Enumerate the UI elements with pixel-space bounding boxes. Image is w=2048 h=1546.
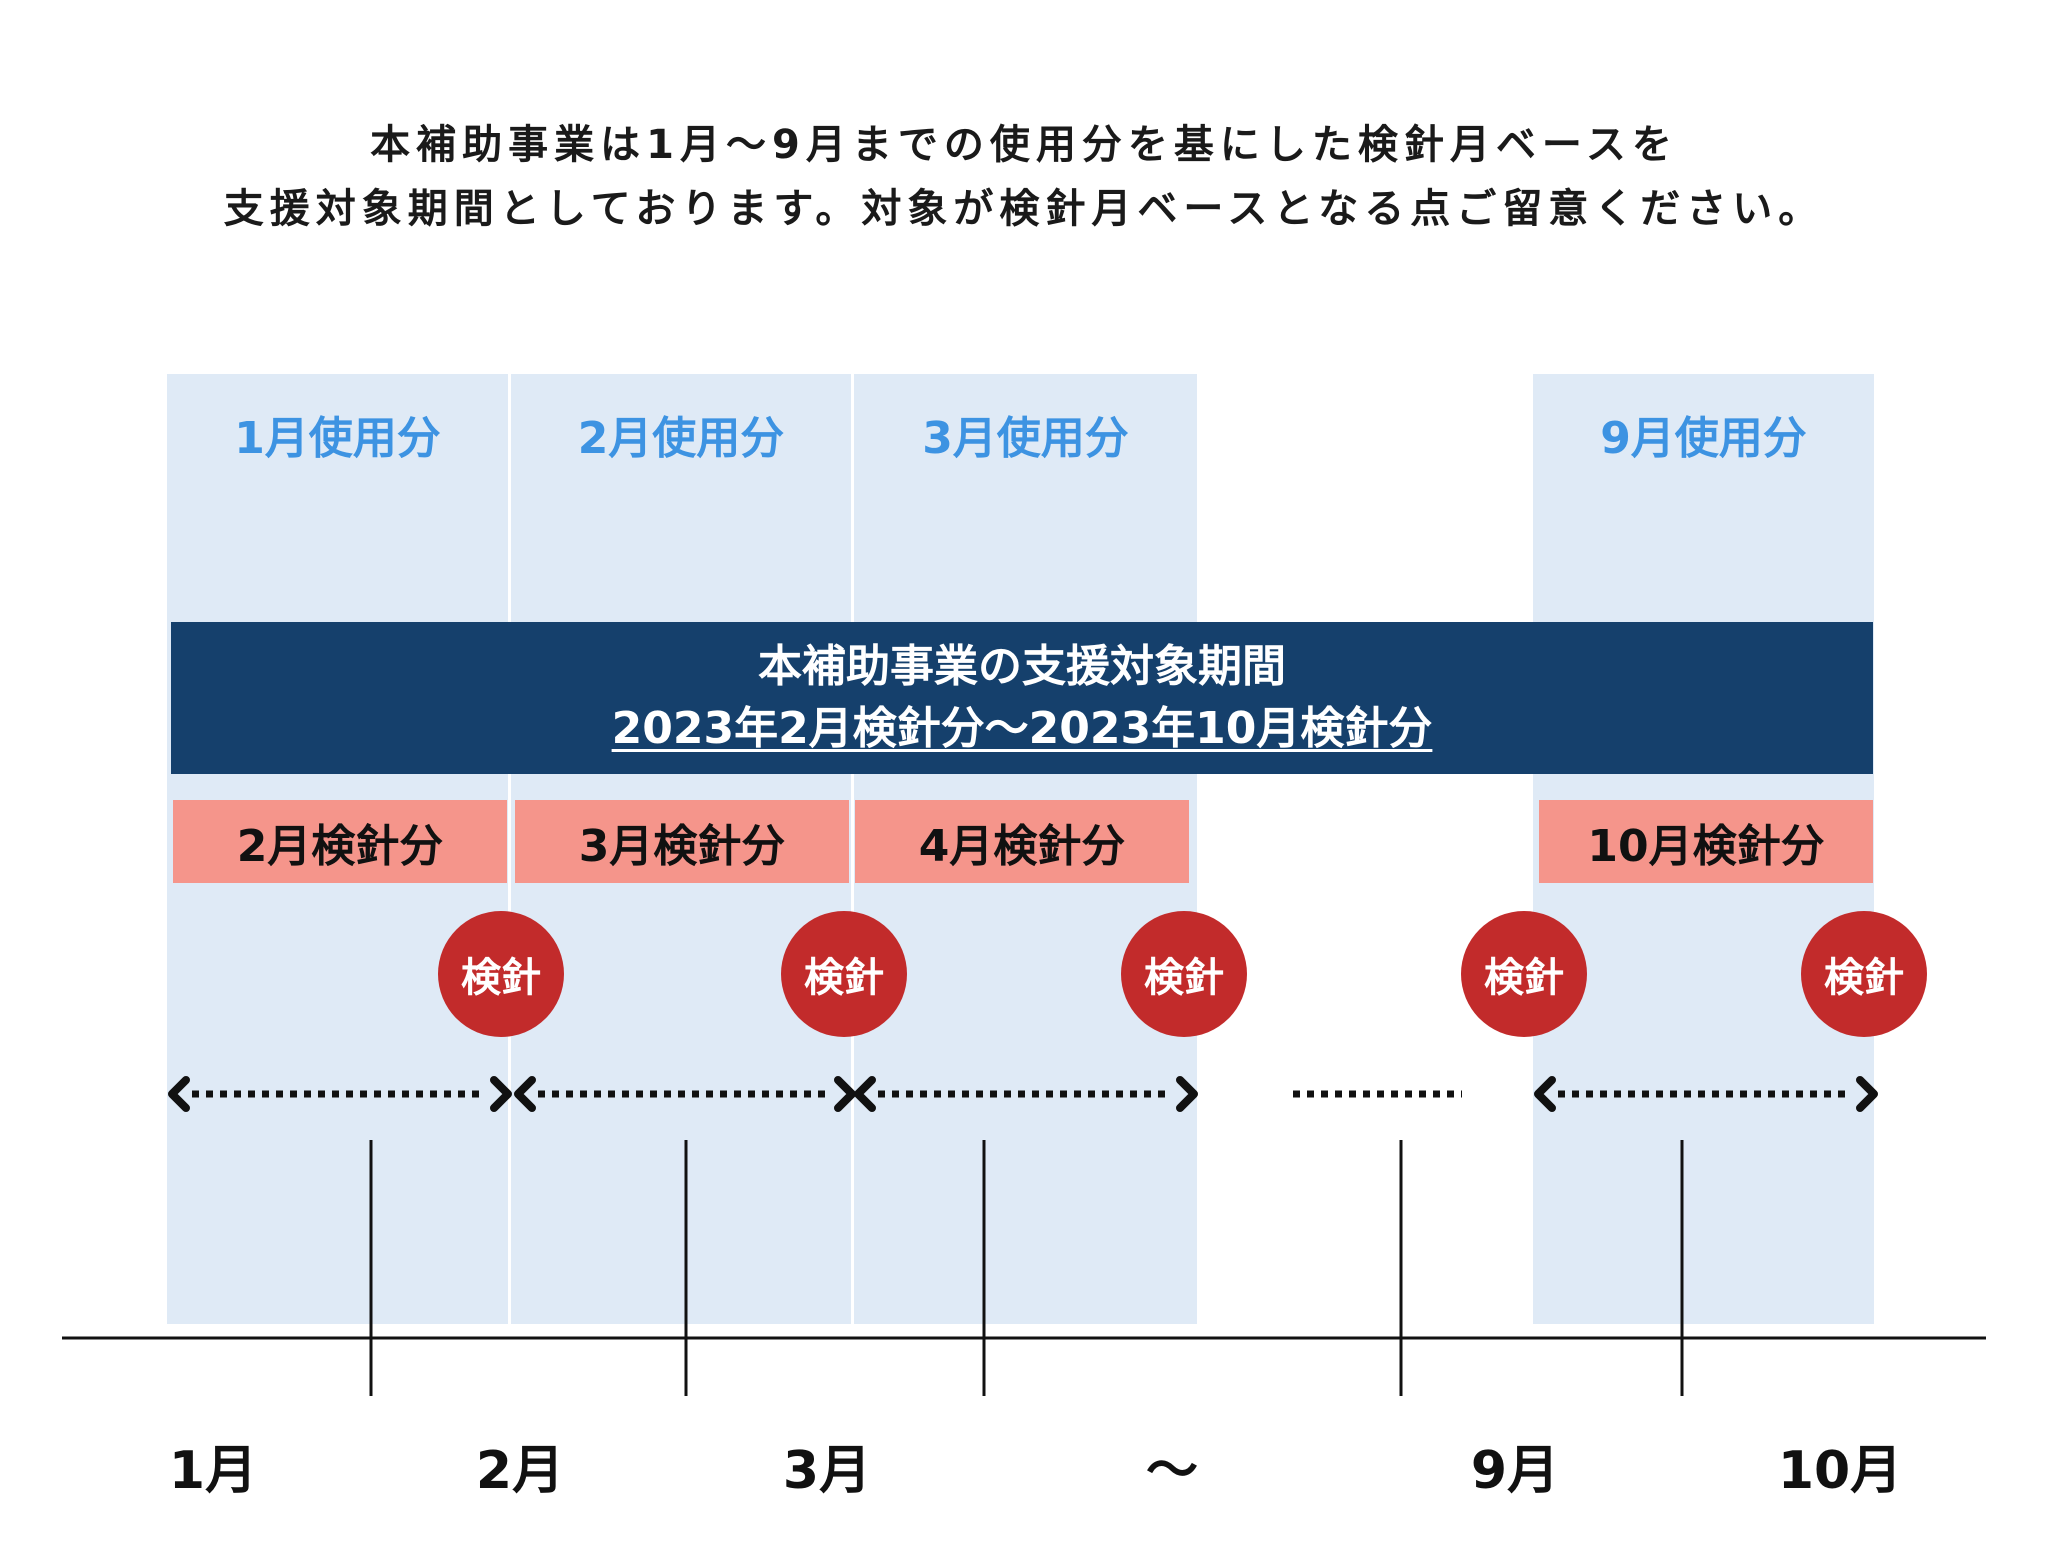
month-label-range: 〜 (1145, 1441, 1198, 1501)
meter-badge-3: 検針 (1121, 911, 1247, 1037)
usage-label-mar: 3月使用分 (922, 413, 1129, 464)
reading-label-oct: 10月検針分 (1587, 820, 1825, 872)
heading-line-2: 支援対象期間としております。対象が検針月ベースとなる点ご留意ください。 (223, 186, 1825, 232)
reading-label-mar: 3月検針分 (578, 820, 786, 872)
usage-label-sep: 9月使用分 (1600, 413, 1807, 464)
reading-box-oct: 10月検針分 (1539, 800, 1873, 883)
reading-box-mar: 3月検針分 (515, 800, 849, 883)
arrow-head-right-icon (1176, 1076, 1198, 1112)
meter-badge-label: 検針 (1144, 955, 1224, 1001)
reading-box-feb: 2月検針分 (173, 800, 507, 883)
month-label-feb: 2月 (475, 1441, 565, 1501)
reading-label-feb: 2月検針分 (236, 820, 444, 872)
usage-label-feb: 2月使用分 (577, 413, 785, 464)
month-label-oct: 10月 (1777, 1441, 1903, 1501)
banner-title: 本補助事業の支援対象期間 (758, 641, 1286, 692)
arrow-head-left-icon (514, 1076, 536, 1112)
arrow-head-left-icon (168, 1076, 190, 1112)
arrow-head-left-icon (1534, 1076, 1556, 1112)
meter-badge-label: 検針 (461, 955, 541, 1001)
meter-badge-label: 検針 (1824, 955, 1904, 1001)
meter-badge-label: 検針 (1484, 955, 1564, 1001)
heading-line-1: 本補助事業は1月〜9月までの使用分を基にした検針月ベースを (370, 122, 1678, 168)
usage-label-jan: 1月使用分 (234, 413, 441, 464)
meter-badge-5: 検針 (1801, 911, 1927, 1037)
support-period-banner: 本補助事業の支援対象期間 2023年2月検針分〜2023年10月検針分 (171, 622, 1873, 774)
reading-label-apr: 4月検針分 (918, 820, 1126, 872)
month-label-jan: 1月 (168, 1441, 258, 1501)
reading-box-apr: 4月検針分 (855, 800, 1189, 883)
arrow-head-right-icon (834, 1076, 856, 1112)
month-label-sep: 9月 (1470, 1441, 1560, 1501)
meter-badge-2: 検針 (781, 911, 907, 1037)
meter-badge-4: 検針 (1461, 911, 1587, 1037)
month-label-mar: 3月 (782, 1441, 872, 1501)
banner-period: 2023年2月検針分〜2023年10月検針分 (611, 703, 1433, 754)
arrow-head-left-icon (854, 1076, 876, 1112)
arrow-head-right-icon (1856, 1076, 1878, 1112)
meter-badge-1: 検針 (438, 911, 564, 1037)
arrow-head-right-icon (490, 1076, 512, 1112)
meter-badge-label: 検針 (804, 955, 884, 1001)
